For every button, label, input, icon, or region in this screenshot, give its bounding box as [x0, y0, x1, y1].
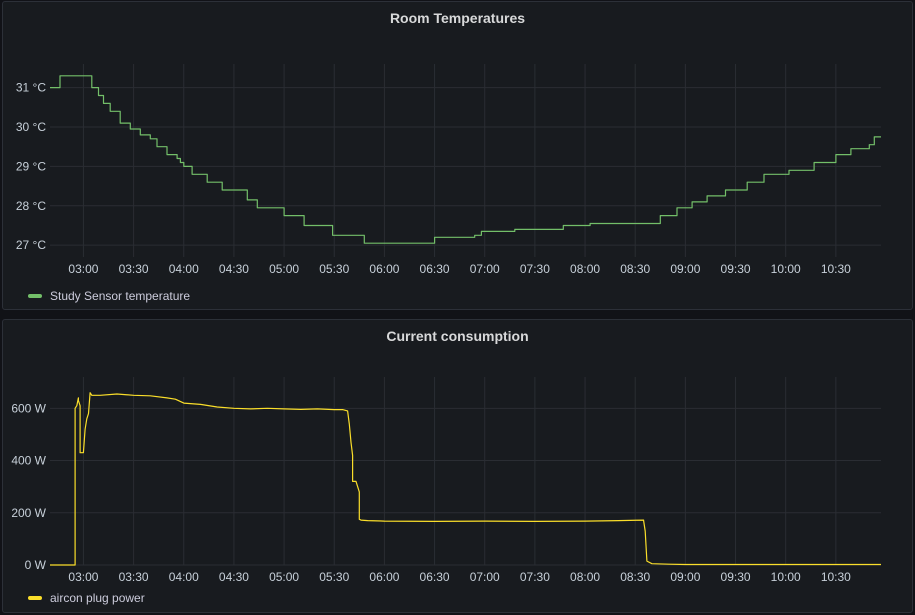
y-tick-label: 29 °C — [16, 159, 46, 173]
x-tick-label: 05:00 — [269, 570, 299, 584]
x-tick-label: 06:30 — [420, 570, 450, 584]
y-tick-label: 31 °C — [16, 81, 46, 95]
temperature-chart: 03:00 03:30 04:00 04:30 05:00 05:30 06:00 06:30… — [16, 64, 881, 276]
legend-swatch — [28, 596, 42, 600]
x-tick-label: 07:00 — [470, 262, 500, 276]
y-tick-label: 28 °C — [16, 199, 46, 213]
legend-swatch — [28, 294, 42, 298]
x-tick-label: 08:00 — [570, 262, 600, 276]
x-tick-label: 04:30 — [219, 570, 249, 584]
legend-item[interactable]: aircon plug power — [28, 591, 145, 605]
x-tick-label: 03:00 — [68, 570, 98, 584]
series-line — [50, 75, 881, 244]
x-tick-label: 06:00 — [369, 262, 399, 276]
y-tick-label: 27 °C — [16, 238, 46, 252]
x-tick-label: 03:00 — [68, 262, 98, 276]
x-tick-label: 10:00 — [771, 262, 801, 276]
y-tick-label: 400 W — [11, 454, 46, 468]
x-tick-label: 07:30 — [520, 262, 550, 276]
power-chart: 03:00 03:30 04:00 04:30 05:00 05:30 06:00 06:30… — [11, 377, 881, 584]
series-line — [50, 392, 881, 566]
x-tick-label: 08:30 — [620, 570, 650, 584]
y-tick-label: 0 W — [25, 558, 47, 572]
x-tick-label: 06:30 — [420, 262, 450, 276]
x-tick-label: 04:00 — [169, 570, 199, 584]
x-tick-label: 10:30 — [821, 262, 851, 276]
x-tick-label: 07:00 — [470, 570, 500, 584]
y-tick-label: 200 W — [11, 506, 46, 520]
temperature-panel: Room Temperatures 03:00 03:30 04:00 04:30 05… — [2, 1, 913, 310]
x-tick-label: 09:30 — [721, 262, 751, 276]
x-tick-label: 09:00 — [670, 262, 700, 276]
y-tick-label: 600 W — [11, 401, 46, 415]
x-tick-label: 06:00 — [369, 570, 399, 584]
x-tick-label: 09:00 — [670, 570, 700, 584]
legend-label: aircon plug power — [50, 591, 145, 605]
chart-title: Current consumption — [386, 328, 529, 344]
x-tick-label: 03:30 — [119, 570, 149, 584]
x-tick-label: 10:30 — [821, 570, 851, 584]
legend-item[interactable]: Study Sensor temperature — [28, 289, 190, 303]
x-tick-label: 10:00 — [771, 570, 801, 584]
power-panel: Current consumption 03:00 03:30 04:00 04:30… — [2, 319, 913, 613]
chart-title: Room Temperatures — [389, 10, 526, 26]
x-tick-label: 04:30 — [219, 262, 249, 276]
legend-label: Study Sensor temperature — [50, 289, 191, 303]
x-tick-label: 05:00 — [269, 262, 299, 276]
x-tick-label: 05:30 — [319, 262, 349, 276]
x-tick-label: 09:30 — [721, 570, 751, 584]
x-tick-label: 08:30 — [620, 262, 650, 276]
x-tick-label: 05:30 — [319, 570, 349, 584]
x-tick-label: 04:00 — [169, 262, 199, 276]
y-tick-label: 30 °C — [16, 120, 46, 134]
x-tick-label: 07:30 — [520, 570, 550, 584]
x-tick-label: 08:00 — [570, 570, 600, 584]
x-tick-label: 03:30 — [119, 262, 149, 276]
